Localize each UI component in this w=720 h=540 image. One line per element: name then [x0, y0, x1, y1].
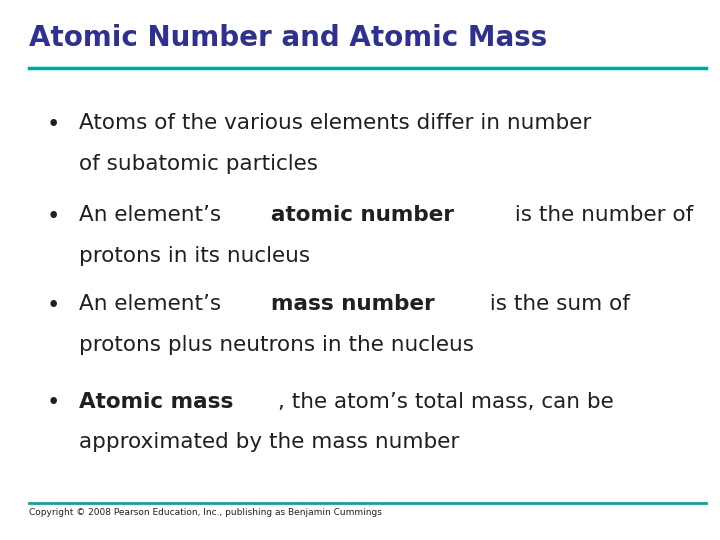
Text: •: • [47, 294, 60, 318]
Text: An element’s: An element’s [79, 294, 228, 314]
Text: protons in its nucleus: protons in its nucleus [79, 246, 310, 266]
Text: An element’s: An element’s [79, 205, 228, 225]
Text: Atomic Number and Atomic Mass: Atomic Number and Atomic Mass [29, 24, 547, 52]
Text: protons plus neutrons in the nucleus: protons plus neutrons in the nucleus [79, 335, 474, 355]
Text: of subatomic particles: of subatomic particles [79, 154, 318, 174]
Text: is the number of: is the number of [508, 205, 693, 225]
Text: Copyright © 2008 Pearson Education, Inc., publishing as Benjamin Cummings: Copyright © 2008 Pearson Education, Inc.… [29, 508, 382, 517]
Text: •: • [47, 205, 60, 228]
Text: •: • [47, 113, 60, 137]
Text: atomic number: atomic number [271, 205, 454, 225]
Text: mass number: mass number [271, 294, 435, 314]
Text: approximated by the mass number: approximated by the mass number [79, 432, 459, 452]
Text: is the sum of: is the sum of [482, 294, 629, 314]
Text: , the atom’s total mass, can be: , the atom’s total mass, can be [279, 392, 614, 411]
Text: •: • [47, 392, 60, 415]
Text: Atoms of the various elements differ in number: Atoms of the various elements differ in … [79, 113, 592, 133]
Text: Atomic mass: Atomic mass [79, 392, 233, 411]
